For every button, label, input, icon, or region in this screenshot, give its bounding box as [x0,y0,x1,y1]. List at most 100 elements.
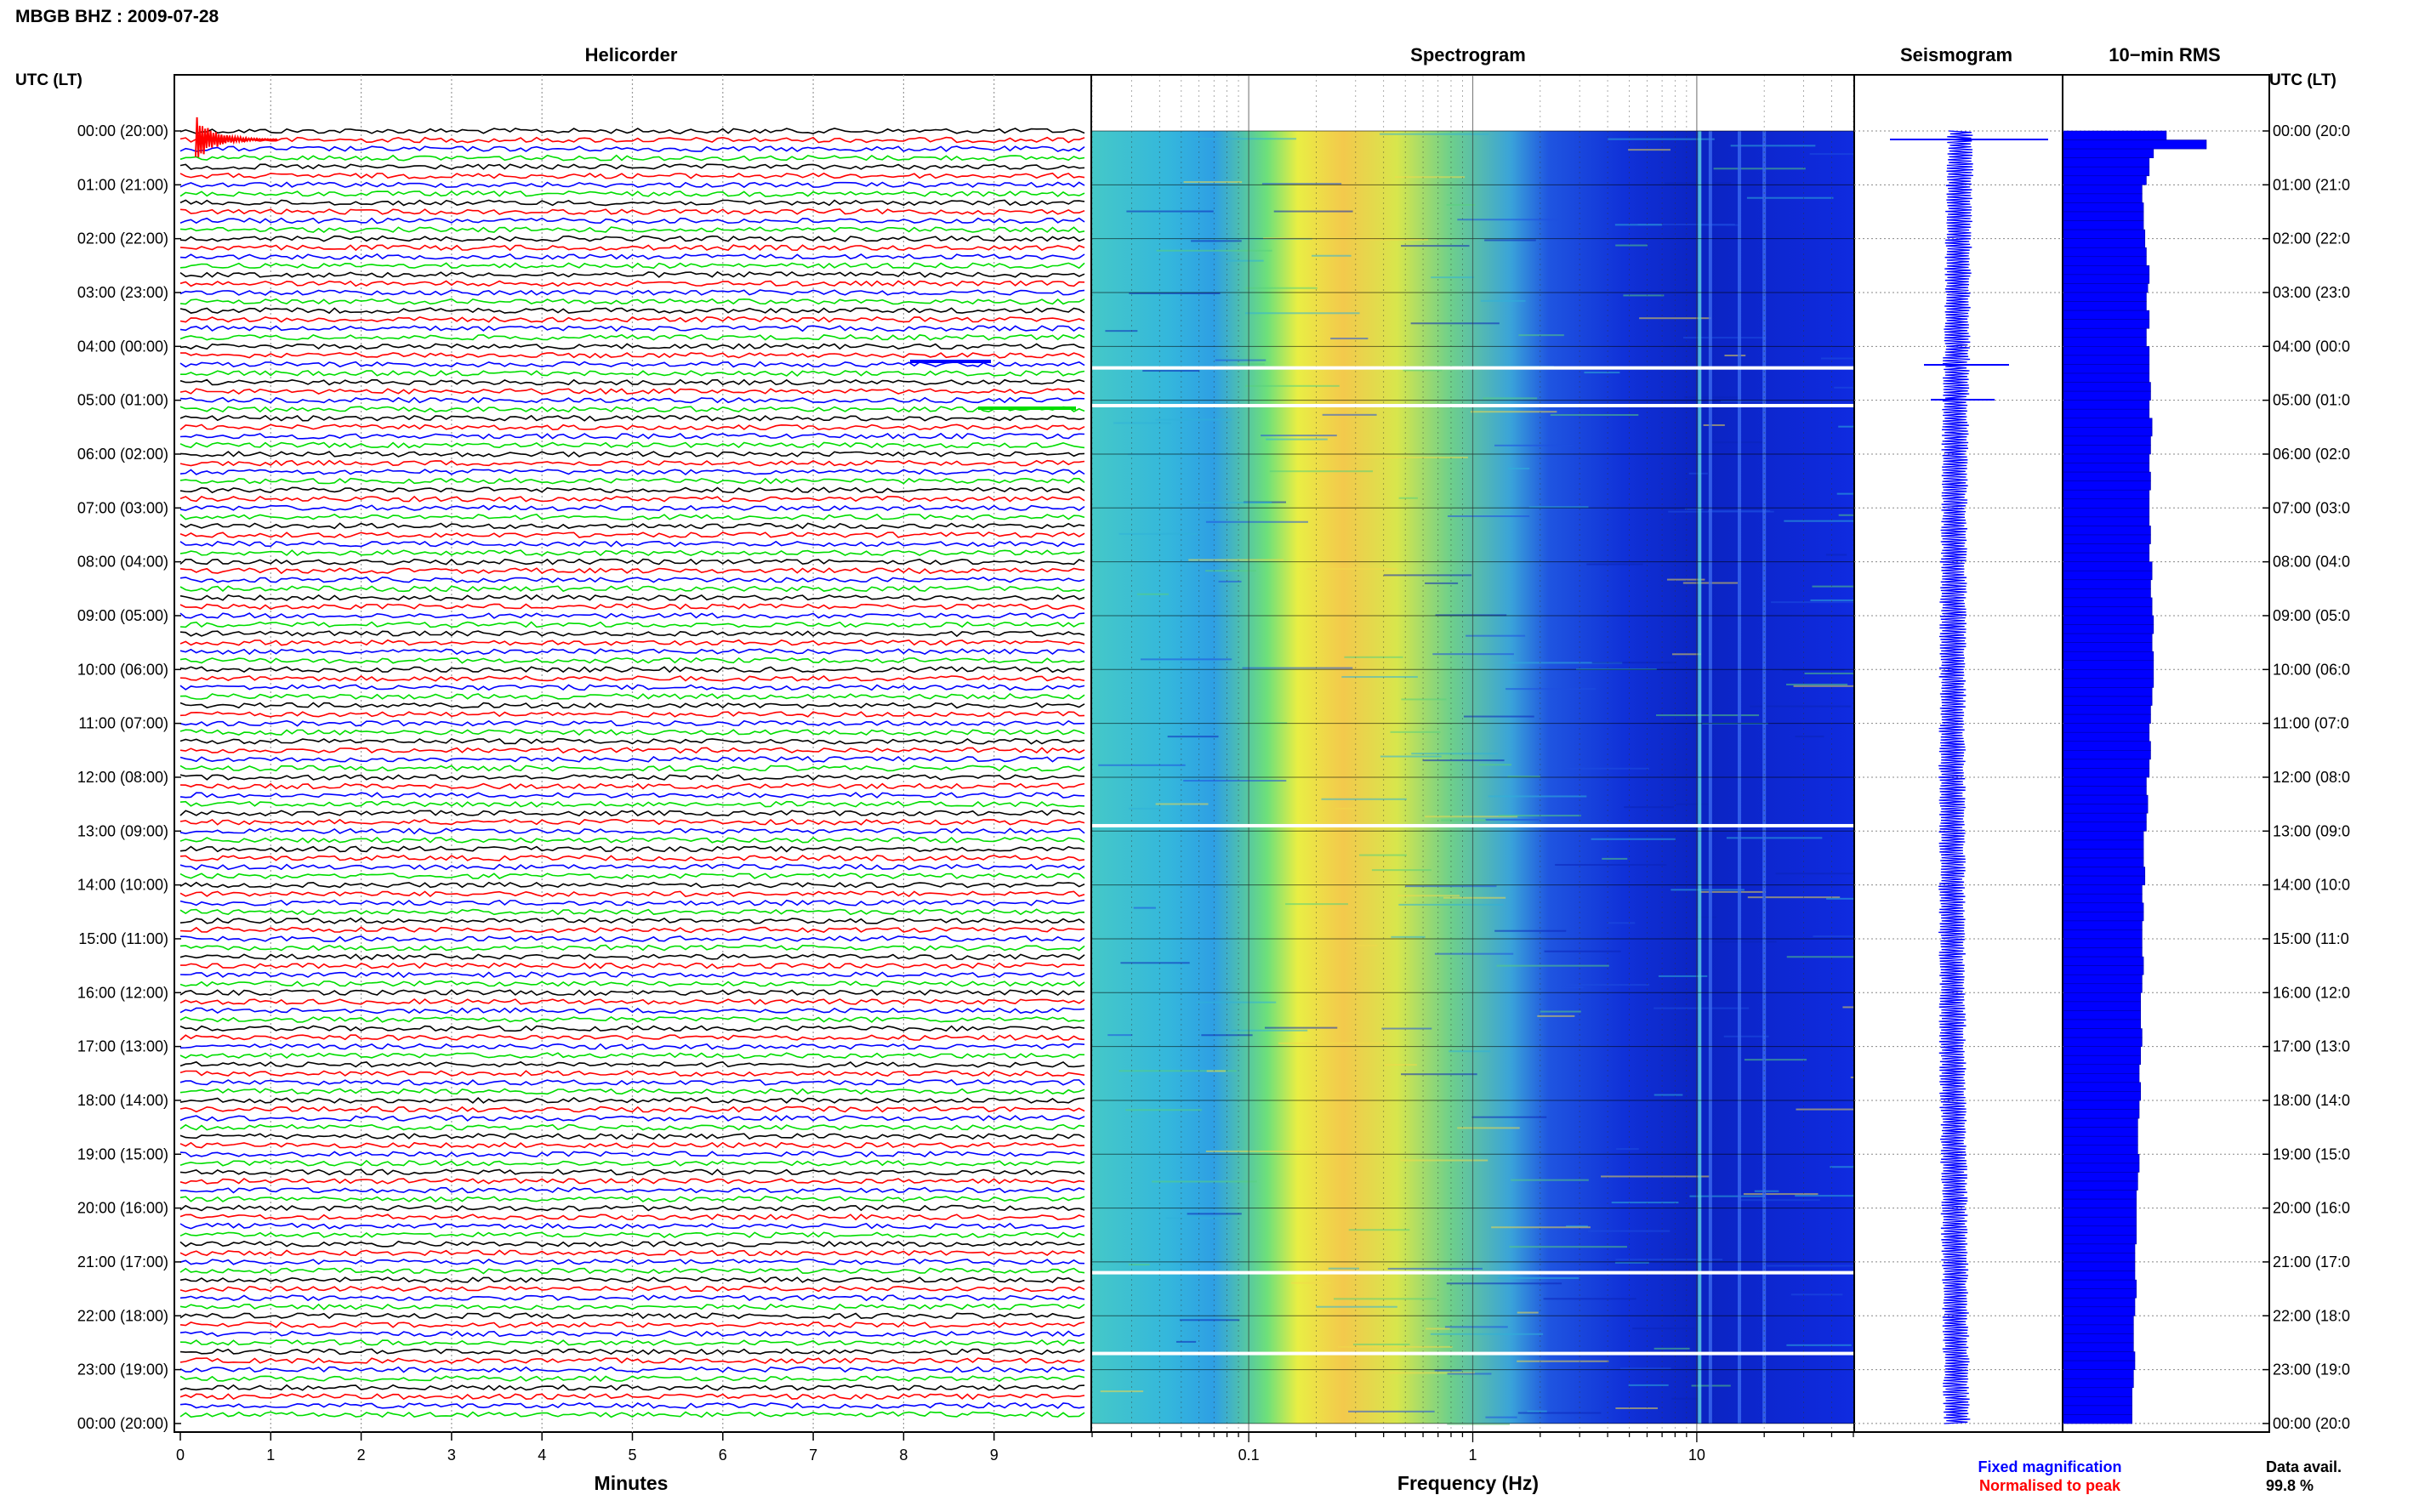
rms-bar [2063,211,2144,221]
time-label-left: 20:00 (16:00) [77,1200,168,1217]
helicorder-trace [179,1330,1085,1338]
spectrogram-streak [1488,795,1587,798]
spectrogram-streak [1388,1372,1475,1374]
spectrogram-streak [1156,249,1272,252]
helicorder-trace [179,684,1085,691]
rms-bar [2063,786,2147,796]
rms-bar [2063,974,2143,985]
spectrogram-streak [1786,683,1848,685]
spectrogram-streak [1724,355,1746,357]
rms-bar [2063,821,2147,832]
helicorder-trace [179,1186,1085,1194]
spectrogram-streak [1105,330,1138,333]
helicorder-trace [179,792,1085,799]
time-label-right: 06:00 (02:0 [2273,446,2350,463]
rms-bar [2063,804,2149,814]
spectrogram-streak [1400,1159,1488,1162]
rms-panel [2062,74,2270,1433]
helicorder-trace [179,944,1085,952]
rms-bar [2063,1145,2138,1155]
rms-bar [2063,839,2144,850]
spectrogram-streak [1371,869,1431,872]
time-label-right: 08:00 (04:0 [2273,554,2350,571]
spectrogram-streak [1397,895,1460,897]
spectrogram-streak [1244,312,1360,315]
helicorder-trace [179,486,1085,494]
spectrogram-streak [1383,574,1472,577]
utc-header-right: UTC (LT) [2269,71,2336,89]
spectrogram-streak [1684,508,1704,510]
spectrogram-streak [1333,1298,1437,1300]
helicorder-trace [179,1303,1085,1310]
spectrogram-streak [1689,1195,1766,1197]
spectrogram-streak [1231,1029,1308,1032]
helicorder-trace [179,747,1085,754]
spectrogram-streak [1784,520,1853,522]
spectrogram-gap [1092,1351,1853,1356]
spectrogram-streak [1723,1035,1769,1037]
rms-bar [2063,418,2153,428]
rms-bar [2063,606,2153,617]
spectrogram-streak [1775,873,1853,875]
helicorder-trace [179,666,1085,674]
helicorder-trace [179,1231,1085,1239]
seismogram-grid [1854,130,2063,1424]
spectrogram-streak [1517,1360,1609,1362]
spectrogram-streak [1838,514,1853,516]
data-avail-value: 99.8 % [2266,1477,2314,1494]
rms-bar [2063,912,2144,922]
rms-bar [2063,1010,2142,1020]
spectrogram-streak [1205,520,1308,523]
spectrogram-streak [1767,1265,1853,1267]
rms-bar [2063,534,2151,544]
time-label-left: 13:00 (09:00) [77,822,168,839]
spectrogram-streak [1508,662,1623,664]
helicorder-trace [179,917,1085,924]
time-label-right: 16:00 (12:0 [2273,984,2350,1001]
helicorder-trace [179,657,1085,664]
rms-bar [2063,1243,2136,1253]
legend-normalised-to-peak: Normalised to peak [1979,1477,2121,1494]
helicorder-trace [179,199,1085,207]
helicorder-trace [179,253,1085,260]
spectrogram-streak [1611,1202,1679,1204]
spectrogram-streak [1671,653,1702,656]
helicorder-trace [179,1249,1085,1257]
time-label-right: 11:00 (07:0 [2273,715,2349,732]
time-label-left: 17:00 (13:00) [77,1038,168,1055]
helicorder-tick-label: 9 [990,1447,999,1464]
spectrogram-streak [1754,1190,1779,1192]
time-label-left: 05:00 (01:00) [77,392,168,409]
helicorder-tick-label: 3 [447,1447,456,1464]
spectrogram-texture [1098,131,1853,1425]
helicorder-trace [179,1115,1085,1122]
rms-bar [2063,678,2154,688]
spectrogram-streak [1387,1267,1483,1270]
spectrogram-streak [1446,203,1476,206]
helicorder-trace [179,719,1085,727]
rms-bar [2063,202,2144,213]
spectrogram-streak [1401,698,1447,701]
helicorder-trace [179,1348,1085,1356]
helicorder-trace [179,1070,1085,1077]
helicorder-trace [179,1043,1085,1050]
rms-bar [2063,884,2143,895]
spectrogram-streak [1205,1150,1321,1152]
spectrogram-streak [1337,1345,1453,1348]
rms-bars [2063,130,2207,1424]
rms-bar [2063,1054,2142,1066]
time-label-left: 00:00 (20:00) [77,1415,168,1432]
helicorder-trace [179,459,1085,467]
helicorder-trace [179,711,1085,718]
rms-bar [2063,849,2144,859]
spectrogram-streak [1446,1282,1562,1285]
helicorder-trace [179,1393,1085,1401]
rms-bar [2063,193,2143,203]
spectrogram-streak [1100,1390,1144,1393]
helicorder-tick-label: 6 [719,1447,727,1464]
helicorder-trace [179,333,1085,341]
helicorder-trace [179,818,1085,826]
spectrogram-streak [1449,1050,1491,1053]
spectrogram-streak [1425,816,1518,818]
time-label-right: 14:00 (10:0 [2273,877,2350,894]
